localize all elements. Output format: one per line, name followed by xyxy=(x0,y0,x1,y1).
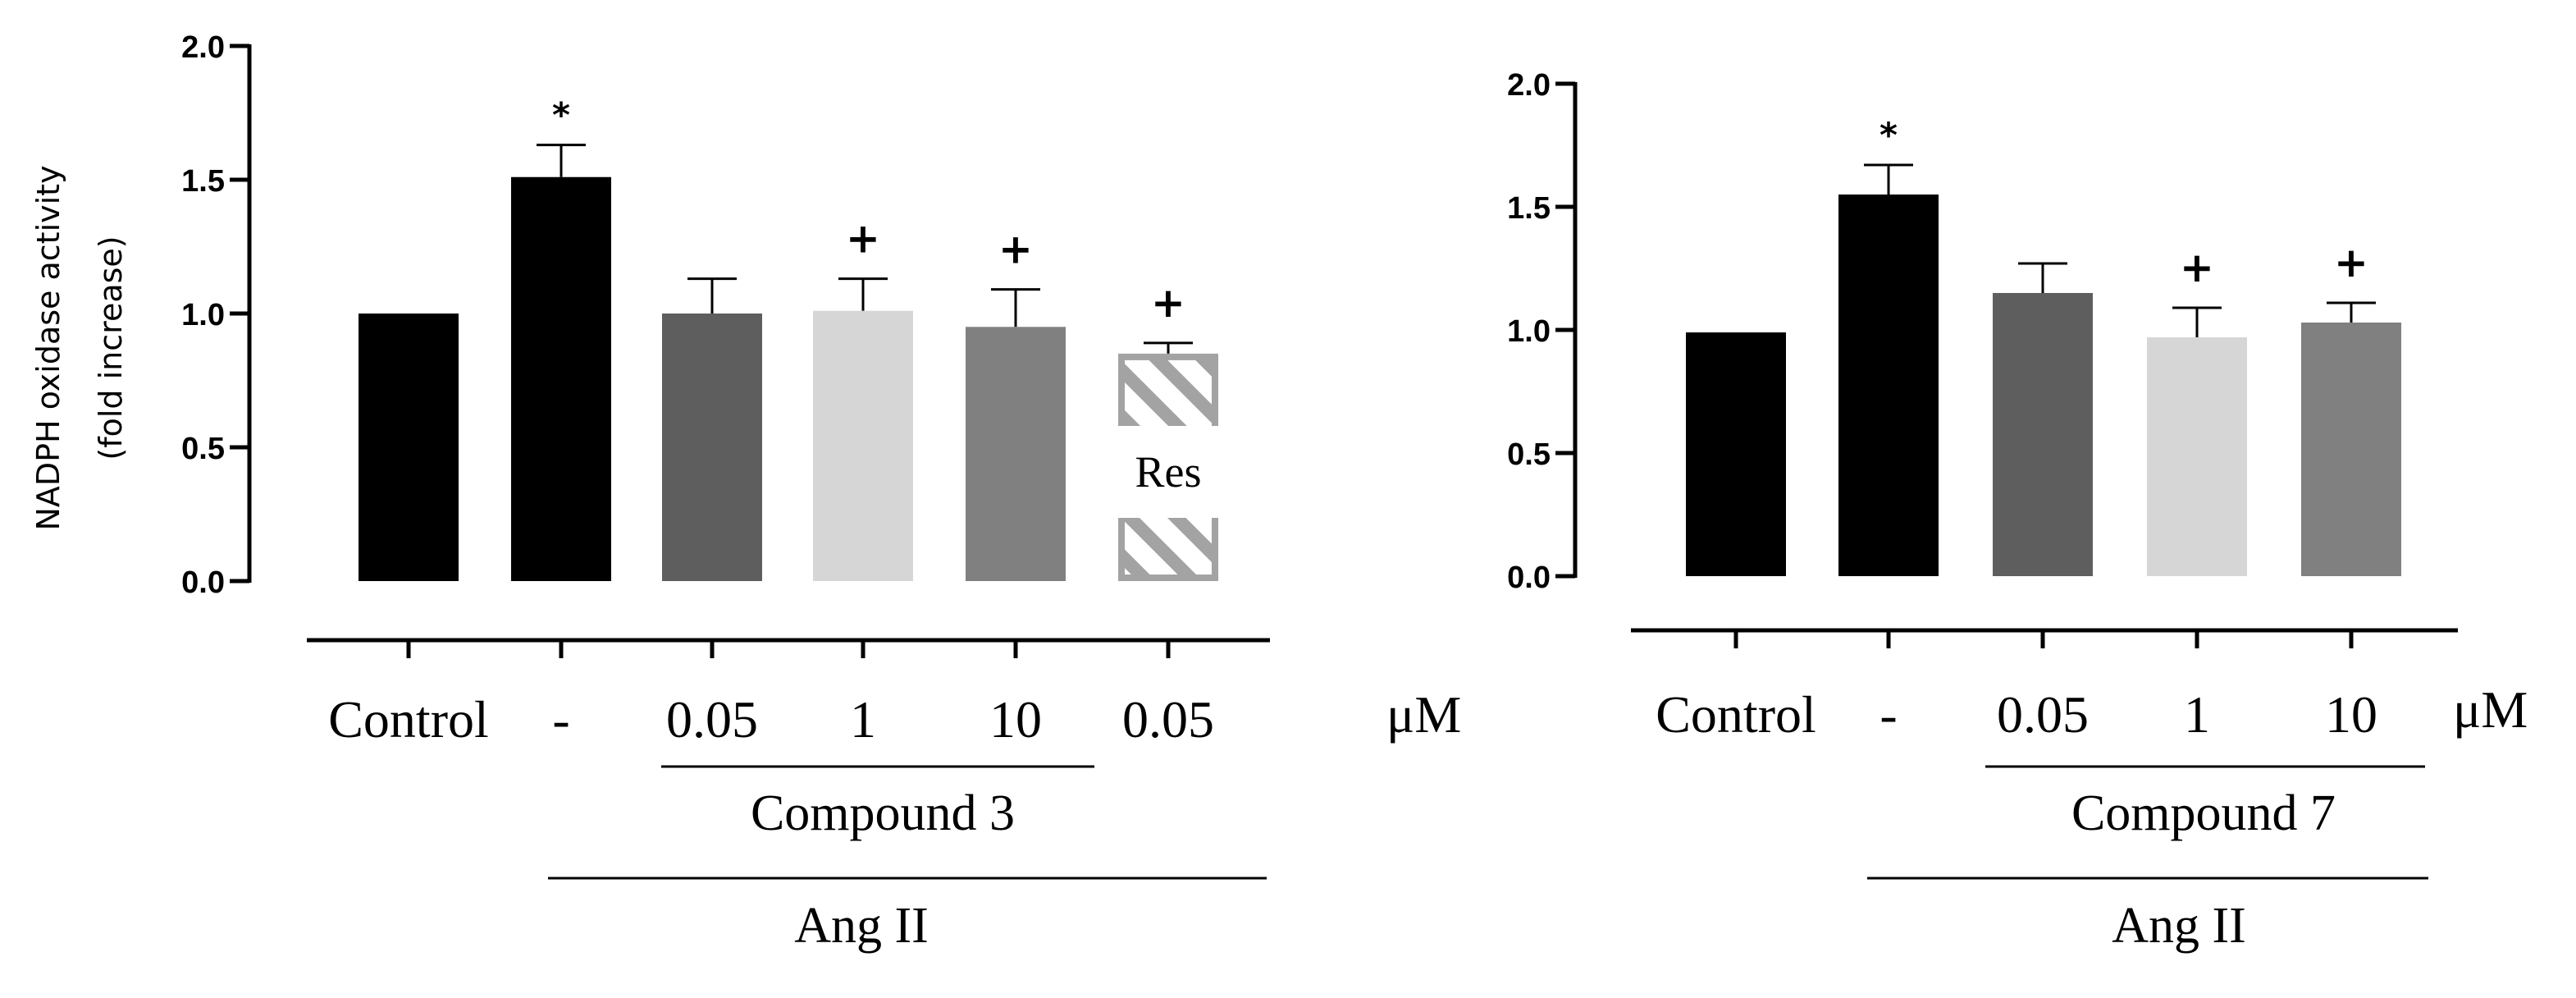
bar xyxy=(813,310,913,581)
x-tick-label: - xyxy=(1879,685,1897,744)
significance-marker: + xyxy=(1151,279,1185,327)
y-tick-label: 2.0 xyxy=(1507,68,1551,103)
bar xyxy=(966,327,1066,581)
significance-marker: * xyxy=(1879,115,1898,155)
y-tick-label: 1.0 xyxy=(181,298,225,332)
bar xyxy=(662,314,762,581)
x-tick-label: Control xyxy=(328,690,489,748)
bar xyxy=(359,314,459,581)
x-tick-label: 0.05 xyxy=(1122,690,1214,748)
x-tick-label: 0.05 xyxy=(666,690,758,748)
x-tick-label: 1 xyxy=(2184,685,2210,744)
y-axis-label-line-1: NADPH oxidase activity xyxy=(30,165,66,530)
significance-marker: * xyxy=(552,95,570,135)
y-tick-label: 0.0 xyxy=(181,565,225,600)
bar xyxy=(1993,293,2093,576)
x-tick-label: 10 xyxy=(989,690,1042,748)
compound-7-label: Compound 7 xyxy=(2071,785,2336,841)
y-tick-label: 0.5 xyxy=(181,432,225,466)
y-tick-label: 2.0 xyxy=(181,30,225,65)
y-tick-label: 0.5 xyxy=(1507,437,1551,472)
bar xyxy=(1838,195,1939,576)
bar xyxy=(511,176,611,582)
x-tick-label: Control xyxy=(1656,685,1816,744)
unit-label: μM xyxy=(1386,685,1461,744)
x-axis: Control - 0.05 1 10 xyxy=(1631,628,2458,744)
y-tick-label: 1.5 xyxy=(1507,191,1551,226)
x-tick-label: 0.05 xyxy=(1997,685,2089,744)
bar: Res xyxy=(1117,353,1220,581)
bars: * + + Res + xyxy=(359,95,1220,582)
significance-marker: + xyxy=(846,215,880,263)
bar xyxy=(1686,332,1786,576)
y-tick-label: 0.0 xyxy=(1507,561,1551,595)
bar xyxy=(2147,337,2247,576)
significance-marker: + xyxy=(2180,244,2214,291)
y-axis-label: NADPH oxidase activity (fold increase) xyxy=(30,165,129,530)
bars: * + + xyxy=(1686,115,2401,576)
x-tick-label: 10 xyxy=(2325,685,2377,744)
y-tick-label: 1.0 xyxy=(1507,314,1551,349)
x-axis: Control - 0.05 1 10 0.05 xyxy=(307,638,1270,748)
ang-ii-label: Ang II xyxy=(794,898,929,954)
chart-2: 0.0 0.5 1.0 1.5 2.0 * + + Control - 0.05 1 10 μM C… xyxy=(1507,68,2528,954)
y-tick-label: 1.5 xyxy=(181,164,225,199)
significance-marker: + xyxy=(2334,239,2368,286)
significance-marker: + xyxy=(998,226,1033,273)
y-axis: 0.0 0.5 1.0 1.5 2.0 xyxy=(1507,68,1578,595)
x-tick-label: 1 xyxy=(850,690,876,748)
y-axis: 0.0 0.5 1.0 1.5 2.0 xyxy=(181,30,252,600)
bar-label-gap xyxy=(1117,425,1220,518)
x-tick-label: - xyxy=(552,690,569,748)
ang-ii-label-2: Ang II xyxy=(2112,898,2246,954)
bar xyxy=(2301,323,2401,576)
bar-inner-label: Res xyxy=(1135,447,1202,497)
unit-label: μM xyxy=(2453,680,2528,739)
chart-1: NADPH oxidase activity (fold increase) 0… xyxy=(30,30,1461,954)
compound-3-label: Compound 3 xyxy=(751,785,1015,841)
y-axis-label-line-2: (fold increase) xyxy=(93,236,129,460)
